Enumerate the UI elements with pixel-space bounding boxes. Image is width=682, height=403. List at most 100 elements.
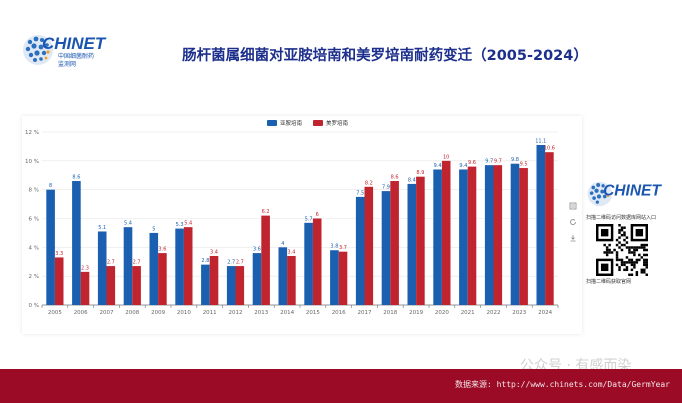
bar[interactable] [123,227,133,305]
data-label: 6 [316,212,319,218]
page-title: 肠杆菌属细菌对亚胺培南和美罗培南耐药变迁（2005-2024） [182,48,588,64]
x-tick-label: 2011 [203,310,217,316]
bar[interactable] [72,181,81,305]
bar[interactable] [407,183,417,305]
x-tick-label: 2016 [332,310,346,316]
bar[interactable] [226,266,236,305]
x-tick-label: 2017 [358,310,372,316]
bar[interactable] [364,186,374,305]
y-tick-label: 12 % [25,130,39,136]
x-tick-label: 2023 [512,310,526,316]
bar[interactable] [390,181,399,305]
bar[interactable] [97,231,107,305]
bar[interactable] [381,191,391,305]
bar[interactable] [278,247,288,305]
x-tick-label: 2005 [48,310,62,316]
bar[interactable] [493,165,503,305]
data-label: 5.3 [176,222,184,228]
legend-swatch[interactable] [313,120,323,126]
y-tick-label: 0 % [29,303,39,309]
bar[interactable] [261,215,270,305]
gridlines [42,131,558,306]
data-label: 3.4 [287,249,295,255]
bar[interactable] [519,168,528,305]
data-source-text: 数据来源: http://www.chinets.com/Data/GermYe… [454,380,670,389]
bar[interactable] [158,253,167,305]
x-tick-label: 2019 [409,310,423,316]
legend-swatch[interactable] [267,120,277,126]
bar[interactable] [183,227,193,305]
x-tick-label: 2014 [280,310,294,316]
side-logo-brand-text: CHINET [603,183,662,200]
y-tick-label: 4 % [29,245,39,251]
data-label: 3.6 [253,247,261,253]
bar[interactable] [330,250,339,305]
bar[interactable] [235,266,245,305]
data-label: 8.2 [365,180,373,186]
bar[interactable] [54,257,64,305]
data-label: 5.1 [98,225,106,231]
bar[interactable] [106,266,116,305]
data-label: 5 [152,226,155,232]
data-label: 11.1 [535,138,546,144]
legend-label[interactable]: 亚胺培南 [280,119,303,127]
bar[interactable] [149,232,159,305]
x-tick-label: 2021 [461,310,475,316]
bar[interactable] [467,166,477,305]
qr-label-website: 扫描二维码获取官网 [586,279,632,285]
data-labels: 83.38.62.35.12.75.42.753.65.3 5.42.83.42.… [49,138,555,271]
legend[interactable]: 亚胺培南 美罗培南 [267,119,349,127]
bar[interactable] [545,152,554,305]
data-label: 9.4 [434,163,442,169]
data-label: 9.4 [459,163,467,169]
bar[interactable] [209,255,219,305]
data-label: 3.7 [339,245,347,251]
bar[interactable] [459,169,468,305]
x-tick-label: 2022 [487,310,501,316]
refresh-icon[interactable] [569,218,577,228]
bar[interactable] [175,228,184,305]
bar[interactable] [80,271,90,305]
data-label: 9.7 [494,159,502,165]
footer-bar: 数据来源: http://www.chinets.com/Data/GermYe… [0,369,682,403]
data-label: 8.4 [408,177,416,183]
qr-code[interactable] [596,224,648,276]
bar[interactable] [484,165,494,305]
x-tick-label: 2012 [229,310,243,316]
bar[interactable] [433,169,442,305]
bar[interactable] [132,266,141,305]
bar[interactable] [536,144,546,305]
bar[interactable] [355,196,365,305]
data-view-icon[interactable] [569,202,577,212]
bar[interactable] [287,255,296,305]
data-label: 2.7 [236,260,244,266]
data-label: 2.7 [227,260,235,266]
data-label: 8.6 [72,175,80,181]
bar[interactable] [416,176,425,305]
chinet-logo: CHINET 中国细菌耐药 监测网 [23,34,107,68]
download-icon[interactable] [569,234,577,244]
data-label: 2.7 [133,260,141,266]
bar[interactable] [338,251,348,305]
bar[interactable] [312,218,322,306]
data-label: 8 [49,183,52,189]
x-tick-label: 2008 [125,310,139,316]
bar[interactable] [252,253,262,305]
bar[interactable] [46,189,55,305]
x-tick-label: 2007 [100,310,114,316]
data-label: 3.6 [158,247,166,253]
data-label: 10.6 [544,146,555,152]
bar[interactable] [304,222,313,305]
x-tick-label: 2024 [538,310,552,316]
bar[interactable] [201,264,210,305]
bar[interactable] [441,160,451,305]
data-label: 5.4 [184,221,192,227]
data-label: 9.7 [485,159,493,165]
chart-panel: 0 % 2 % 4 % 6 % 8 % 10 % 12 % 2005 2006 2007 2008 2… [22,116,582,334]
data-label: 9.8 [511,157,519,163]
data-label: 8.6 [391,175,399,181]
data-label: 3.4 [210,249,218,255]
globe-icon [23,35,53,65]
bar[interactable] [510,163,520,305]
legend-label[interactable]: 美罗培南 [326,119,349,127]
